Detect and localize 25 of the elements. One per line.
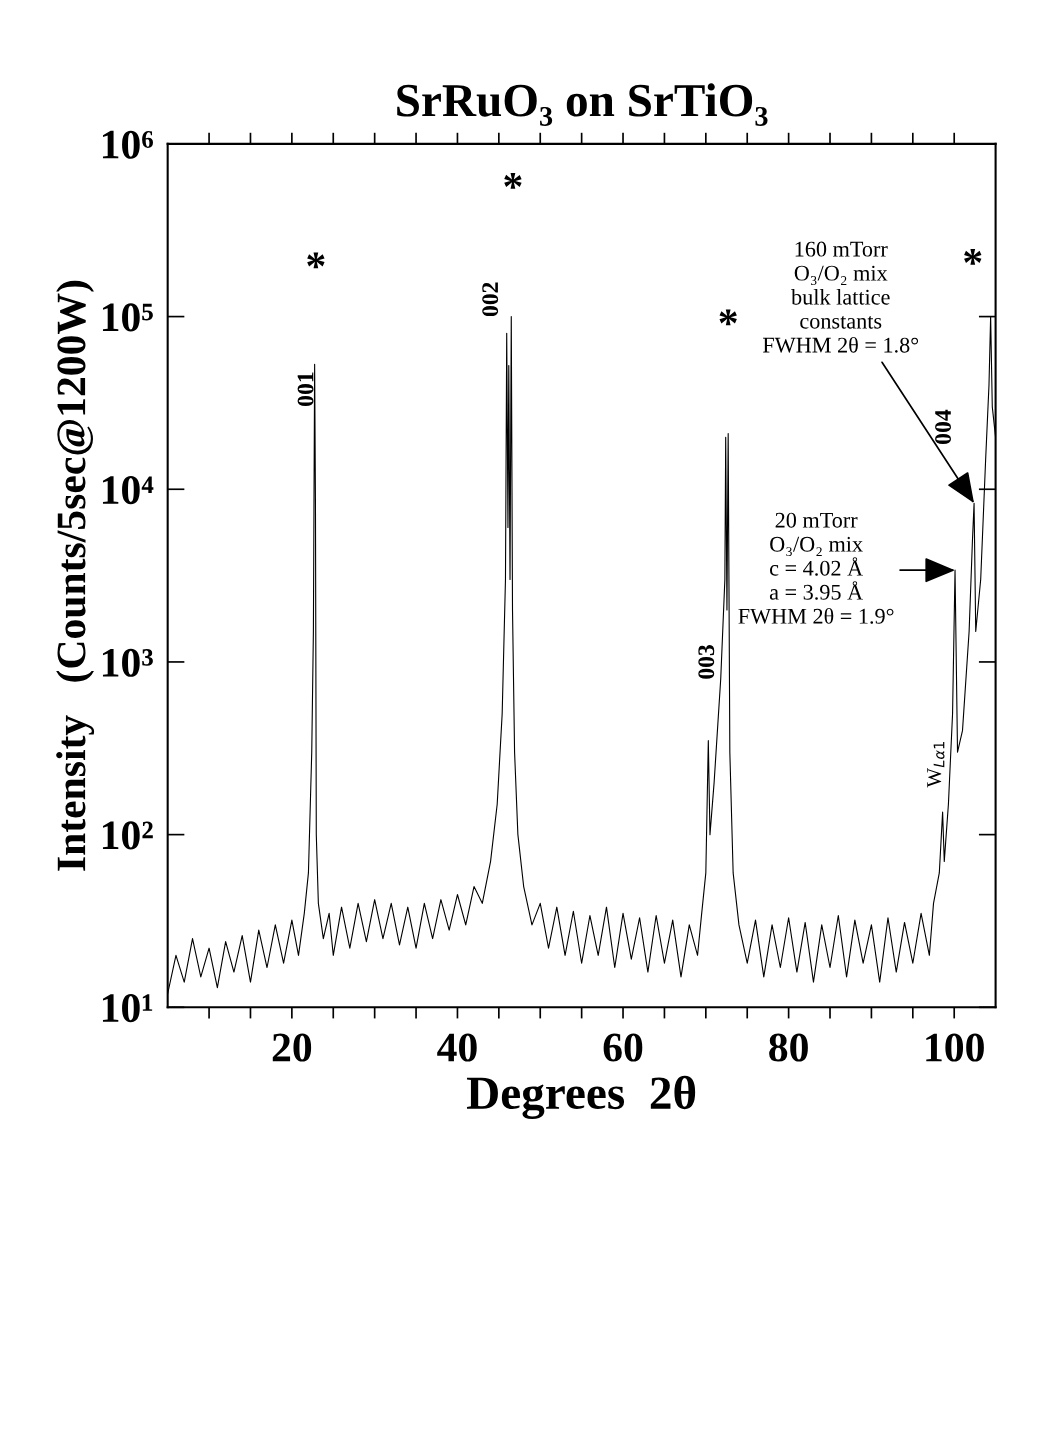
annotation: 003 bbox=[698, 645, 715, 679]
annotation: 20 mTorr O₃/O₂ mix c = 4.02 Å a = 3.95 Å FWHM 2θ = 1.9° bbox=[738, 512, 894, 624]
x-tick-label: 40 bbox=[437, 1033, 477, 1062]
y-tick-label: 10² bbox=[102, 821, 153, 850]
y-axis-title: Intensity (Counts/5sec@1200W) bbox=[56, 280, 95, 871]
annotation: * bbox=[964, 249, 982, 265]
annotation: W$_{Lα1}$ bbox=[927, 742, 945, 788]
y-tick-label: 10⁵ bbox=[102, 303, 153, 332]
x-axis-title: Degrees 2θ bbox=[466, 1075, 696, 1120]
annotation: 001 bbox=[297, 372, 314, 406]
y-tick-label: 10⁴ bbox=[102, 476, 154, 505]
annotation: 004 bbox=[935, 409, 952, 444]
y-tick-label: 10⁶ bbox=[102, 130, 153, 159]
x-tick-label: 100 bbox=[926, 1033, 984, 1062]
chart-title: SrRuO₃ on SrTiO₃ bbox=[397, 83, 768, 126]
annotation: 002 bbox=[482, 282, 499, 317]
y-tick-label: 10¹ bbox=[102, 994, 153, 1023]
x-tick-label: 20 bbox=[272, 1033, 312, 1062]
annotation: 160 mTorr O₃/O₂ mix bulk lattice constants FWHM 2θ = 1.8° bbox=[763, 241, 919, 353]
x-tick-label: 80 bbox=[769, 1033, 808, 1062]
y-tick-label: 10³ bbox=[102, 648, 153, 677]
annotation: * bbox=[307, 252, 325, 269]
x-tick-label: 60 bbox=[603, 1033, 643, 1062]
annotation: * bbox=[719, 309, 737, 326]
annotation: * bbox=[504, 173, 522, 189]
